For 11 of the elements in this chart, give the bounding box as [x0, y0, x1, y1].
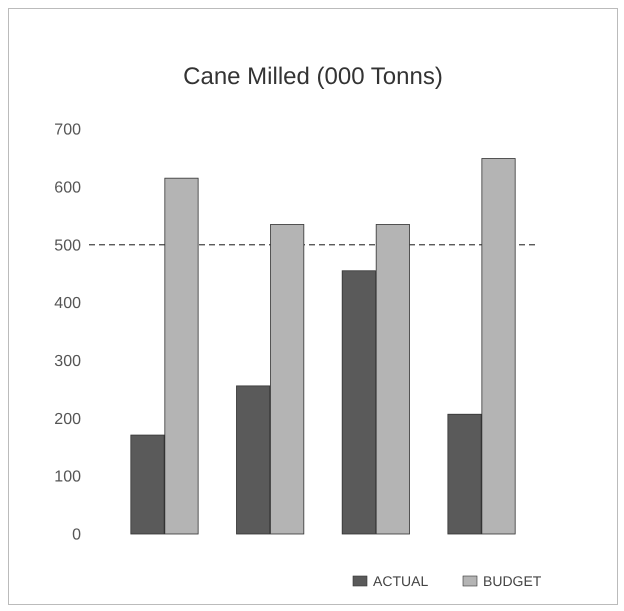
- y-tick-label: 600: [54, 179, 82, 196]
- chart-title: Cane Milled (000 Tonns): [183, 63, 443, 90]
- y-tick-label: 700: [54, 122, 82, 139]
- y-tick-label: 100: [54, 468, 82, 486]
- legend-label: BUDGET: [483, 573, 542, 589]
- y-tick-label: 400: [54, 295, 82, 312]
- y-tick-label: 200: [54, 410, 82, 428]
- y-tick-label: 0: [72, 526, 82, 544]
- y-tick-label: 300: [54, 353, 82, 370]
- y-tick-label: 500: [54, 237, 82, 254]
- legend-label: ACTUAL: [373, 573, 428, 589]
